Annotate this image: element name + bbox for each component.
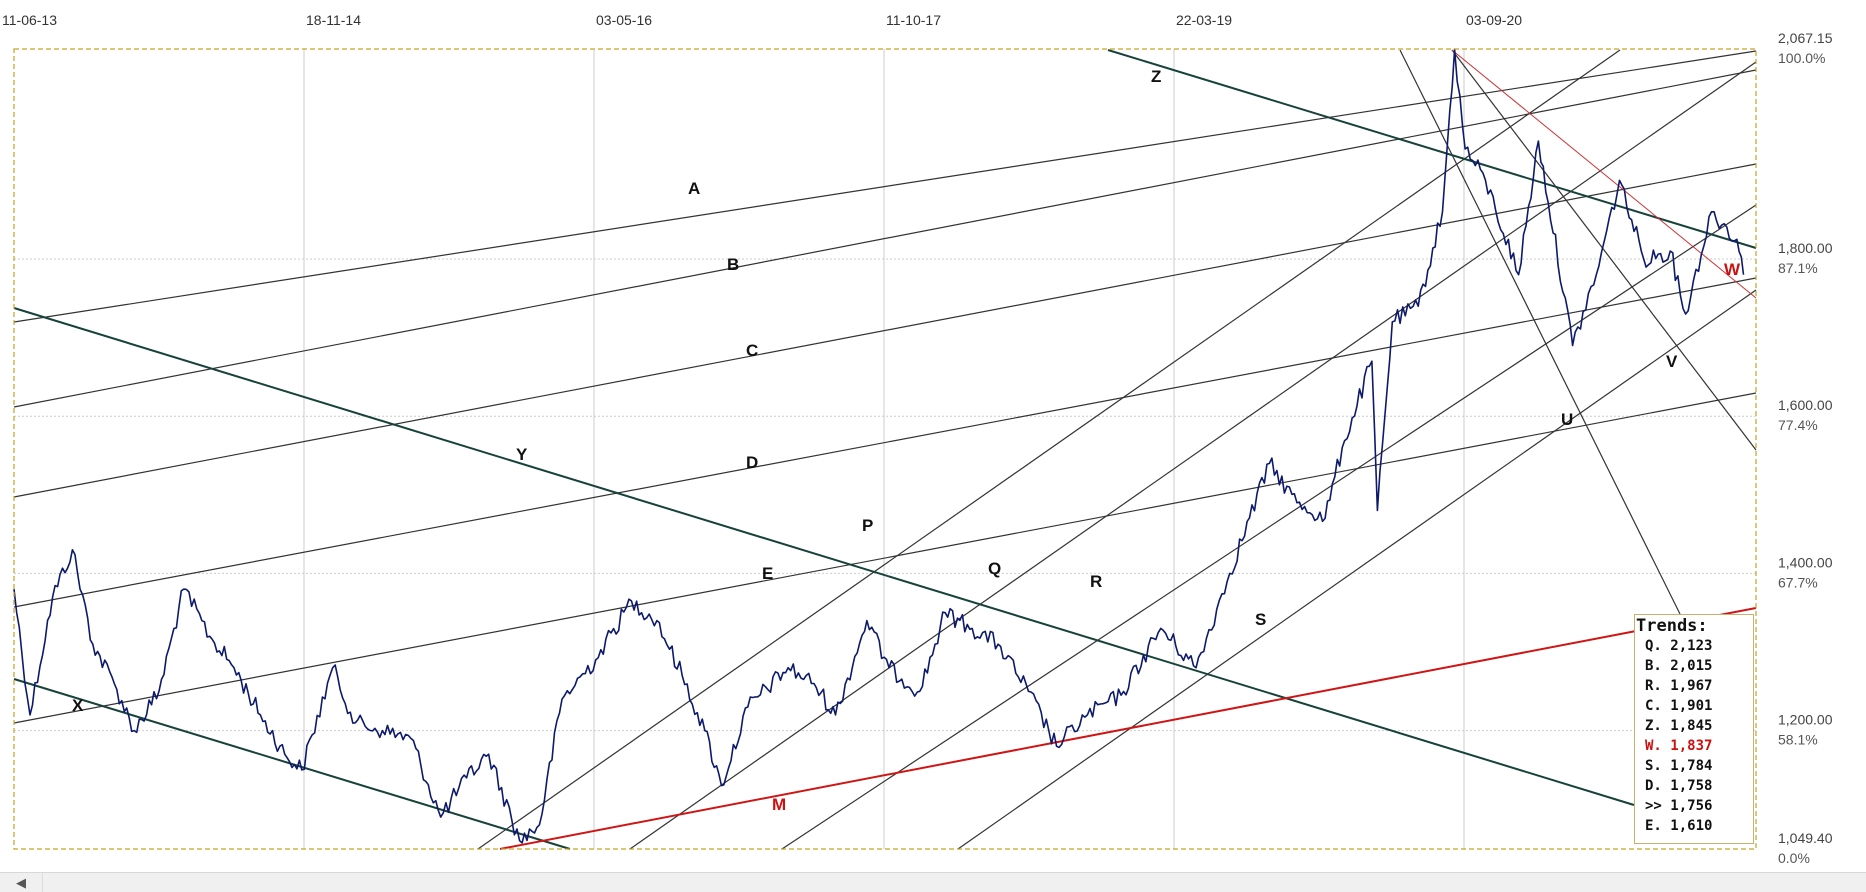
trend-label-m: M [772,795,786,814]
trend-label-w: W [1724,260,1741,279]
trend-label-v: V [1666,352,1678,371]
trend-line-c [13,163,1757,498]
trend-row: D. 1,758 [1645,778,1713,794]
trend-line-w [1451,49,1757,299]
y-tick-percent: 87.1% [1778,260,1818,276]
trend-label-x: X [72,696,84,715]
x-tick-label: 11-10-17 [886,12,941,28]
trends-title: Trends: [1636,616,1708,636]
trend-line-p [477,49,1621,850]
trend-labels: A B C D E P Q R S U V W M X Y Z [72,67,1741,814]
trend-label-s: S [1255,610,1266,629]
trend-label-r: R [1090,572,1102,591]
scroll-left-arrow-icon[interactable]: ◀ [0,873,43,892]
trend-line-b [13,69,1757,408]
trend-label-c: C [746,341,758,360]
x-tick-label: 03-05-16 [596,12,652,28]
trend-line-s [957,289,1757,850]
horizontal-scrollbar[interactable]: ◀ [0,872,1866,892]
trends-legend: Trends: Q. 2,123 B. 2,015 R. 1,967 C. 1,901… [1634,614,1754,844]
trend-line-d [13,277,1757,608]
trend-label-u: U [1561,410,1573,429]
y-tick-percent: 77.4% [1778,417,1818,433]
trend-label-a: A [688,179,700,198]
trend-label-d: D [746,453,758,472]
trend-row: C. 1,901 [1645,698,1713,714]
y-tick-label: 1,200.00 [1778,712,1833,728]
trend-row: B. 2,015 [1645,658,1713,674]
y-tick-percent: 0.0% [1778,850,1810,866]
y-tick-percent: 67.7% [1778,574,1818,590]
x-axis-ticks: 11-06-13 18-11-14 03-05-16 11-10-17 22-03-19… [2,12,1522,28]
x-tick-label: 22-03-19 [1176,12,1232,28]
x-tick-label: 11-06-13 [2,12,57,28]
trend-line-q [629,61,1757,850]
trend-label-e: E [762,564,773,583]
y-tick-label: 1,800.00 [1778,240,1833,256]
y-tick-label: 2,067.15 [1778,30,1833,46]
trend-line-e [13,392,1757,724]
trend-row: R. 1,967 [1645,678,1713,694]
trend-lines [13,49,1757,850]
price-chart[interactable]: 11-06-13 18-11-14 03-05-16 11-10-17 22-03-19… [0,0,1866,872]
trend-line-y [13,307,1635,806]
plot-area-border [13,48,1757,850]
series-price-line [13,48,1745,844]
y-tick-label: 1,049.40 [1778,830,1833,846]
trend-label-y: Y [516,445,528,464]
x-tick-label: 03-09-20 [1466,12,1522,28]
y-tick-label: 1,400.00 [1778,554,1833,570]
trend-label-z: Z [1151,67,1161,86]
y-tick-percent: 100.0% [1778,50,1825,66]
trend-row: S. 1,784 [1645,758,1713,774]
y-axis-ticks: 2,067.15 100.0% 1,800.00 87.1% 1,600.00 77.4%… [1778,30,1833,866]
trend-line-v [1451,49,1757,451]
trend-line-x [13,678,571,850]
trend-label-b: B [727,255,739,274]
y-tick-label: 1,600.00 [1778,397,1833,413]
trend-row: E. 1,610 [1645,818,1713,834]
trend-label-q: Q [988,559,1001,578]
y-tick-percent: 58.1% [1778,732,1818,748]
trend-row: >> 1,756 [1645,798,1713,814]
trend-label-p: P [862,516,873,535]
x-tick-label: 18-11-14 [306,12,361,28]
trend-line-r [781,204,1757,850]
trend-line-z [1107,49,1757,249]
trend-row: Z. 1,845 [1645,718,1713,734]
trend-line-u [1399,49,1681,615]
trend-line-a [13,50,1757,323]
trend-row: Q. 2,123 [1645,638,1713,654]
trend-line-m [499,607,1757,850]
trend-row: W. 1,837 [1645,738,1713,754]
